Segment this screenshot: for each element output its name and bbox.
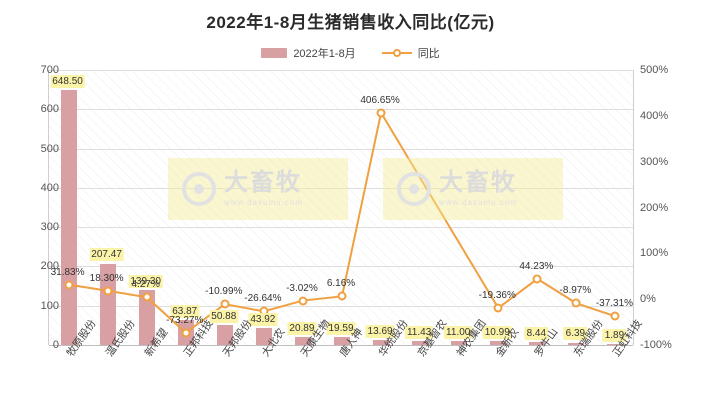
line-marker[interactable] <box>493 303 503 313</box>
line-marker[interactable] <box>103 286 113 296</box>
bar-value-label: 63.87 <box>170 304 200 318</box>
bar[interactable] <box>373 339 390 345</box>
bar-value-label: 1.89 <box>602 329 627 343</box>
bar-value-label: 11.00 <box>444 325 473 339</box>
gridline <box>49 70 633 71</box>
watermark-main-text: 大畜牧 <box>224 169 302 196</box>
bar[interactable] <box>568 342 585 345</box>
legend-bar-label: 2022年1-8月 <box>293 48 356 60</box>
line-marker[interactable] <box>142 292 152 302</box>
y2-axis-tick-label: 400% <box>640 109 669 122</box>
bar[interactable] <box>138 290 155 345</box>
y-axis-tick-label: 600 <box>40 103 59 116</box>
legend-item-line[interactable]: 同比 <box>381 45 440 61</box>
bar-value-label: 648.50 <box>50 75 85 89</box>
chart-legend: 2022年1-8月 同比 <box>0 45 701 61</box>
line-marker[interactable] <box>610 311 620 321</box>
bar-value-label: 6.39 <box>563 327 588 341</box>
bar[interactable] <box>529 341 546 345</box>
line-value-label: -19.36% <box>478 290 516 302</box>
bar-value-label: 8.44 <box>524 326 549 340</box>
bar[interactable] <box>451 340 468 345</box>
y2-axis-tick-label: -100% <box>640 339 672 351</box>
y-axis-tick-label: 500 <box>40 142 59 155</box>
line-marker[interactable] <box>220 299 230 309</box>
line-value-label: 406.65% <box>360 94 400 106</box>
bar-value-label: 43.92 <box>248 312 278 326</box>
legend-line-swatch-icon <box>381 48 412 58</box>
y-axis-tick-label: 100 <box>40 299 59 312</box>
bar[interactable] <box>216 325 233 345</box>
line-value-label: -73.27% <box>166 314 204 326</box>
bar-value-label: 207.47 <box>89 248 124 262</box>
line-value-label: 6.16% <box>326 278 356 290</box>
line-marker[interactable] <box>64 280 74 290</box>
watermark: 大畜牧 www.daxumu.com <box>168 158 348 220</box>
gridline <box>49 187 633 189</box>
line-marker[interactable] <box>532 274 542 284</box>
bar[interactable] <box>490 340 507 345</box>
chart-title: 2022年1-8月生猪销售收入同比(亿元) <box>206 13 495 32</box>
y2-axis-tick-label: 500% <box>640 64 669 76</box>
y2-axis-tick-label: 100% <box>640 247 669 260</box>
watermark-sub-text: www.daxumu.com <box>439 198 518 207</box>
line-marker[interactable] <box>571 298 581 308</box>
y-axis-tick-label: 400 <box>40 181 59 194</box>
bar-value-label: 13.69 <box>365 324 395 338</box>
legend-line-label: 同比 <box>417 48 440 60</box>
bar[interactable] <box>294 336 311 345</box>
gridline <box>49 227 633 229</box>
watermark-main-text: 大畜牧 <box>439 169 517 196</box>
bar[interactable] <box>99 263 116 345</box>
y-axis-tick-label: 200 <box>40 260 59 273</box>
bar[interactable] <box>334 337 350 345</box>
legend-item-bar[interactable]: 2022年1-8月 <box>261 45 356 61</box>
watermark-logo-icon <box>182 172 216 206</box>
line-value-label: -26.64% <box>244 293 282 305</box>
bar-value-label: 20.89 <box>287 321 317 335</box>
line-marker[interactable] <box>181 328 191 338</box>
line-marker[interactable] <box>337 291 347 301</box>
line-marker[interactable] <box>298 296 308 306</box>
watermark-sub-text: www.daxumu.com <box>224 198 303 207</box>
line-value-label: -8.97% <box>559 285 592 297</box>
gridline <box>49 109 633 111</box>
bar-value-label: 11.43 <box>404 325 434 339</box>
y2-axis-tick-label: 300% <box>640 155 669 168</box>
line-marker[interactable] <box>376 108 386 118</box>
line-value-label: 18.30% <box>89 272 124 284</box>
gridline <box>49 266 633 268</box>
line-value-label: -10.99% <box>205 286 243 298</box>
bar-value-label: 19.59 <box>326 322 356 336</box>
line-value-label: 31.83% <box>50 266 85 278</box>
y-axis-tick-label: 700 <box>40 64 59 76</box>
y2-axis-tick-label: 200% <box>640 201 669 214</box>
watermark: 大畜牧 www.daxumu.com <box>383 158 563 220</box>
y-axis-tick-label: 0 <box>52 339 59 351</box>
line-value-label: -3.02% <box>286 282 318 294</box>
y-axis-tick-label: 300 <box>40 221 59 234</box>
bar-value-label: 10.99 <box>482 325 512 339</box>
legend-bar-swatch-icon <box>261 48 288 58</box>
bar-value-label: 139.30 <box>128 275 163 289</box>
bar[interactable] <box>412 340 429 345</box>
bar-value-label: 50.88 <box>209 310 239 323</box>
y2-axis-tick-label: 0% <box>640 293 656 306</box>
gridline <box>49 305 633 307</box>
gridline <box>49 148 633 150</box>
bar[interactable] <box>607 344 624 345</box>
line-value-label: 44.23% <box>519 260 554 272</box>
line-value-label: 4.27% <box>131 279 160 291</box>
line-value-label: -37.31% <box>595 298 634 310</box>
bar[interactable] <box>255 327 272 345</box>
watermark-logo-icon <box>397 172 431 206</box>
gridline <box>49 345 633 346</box>
